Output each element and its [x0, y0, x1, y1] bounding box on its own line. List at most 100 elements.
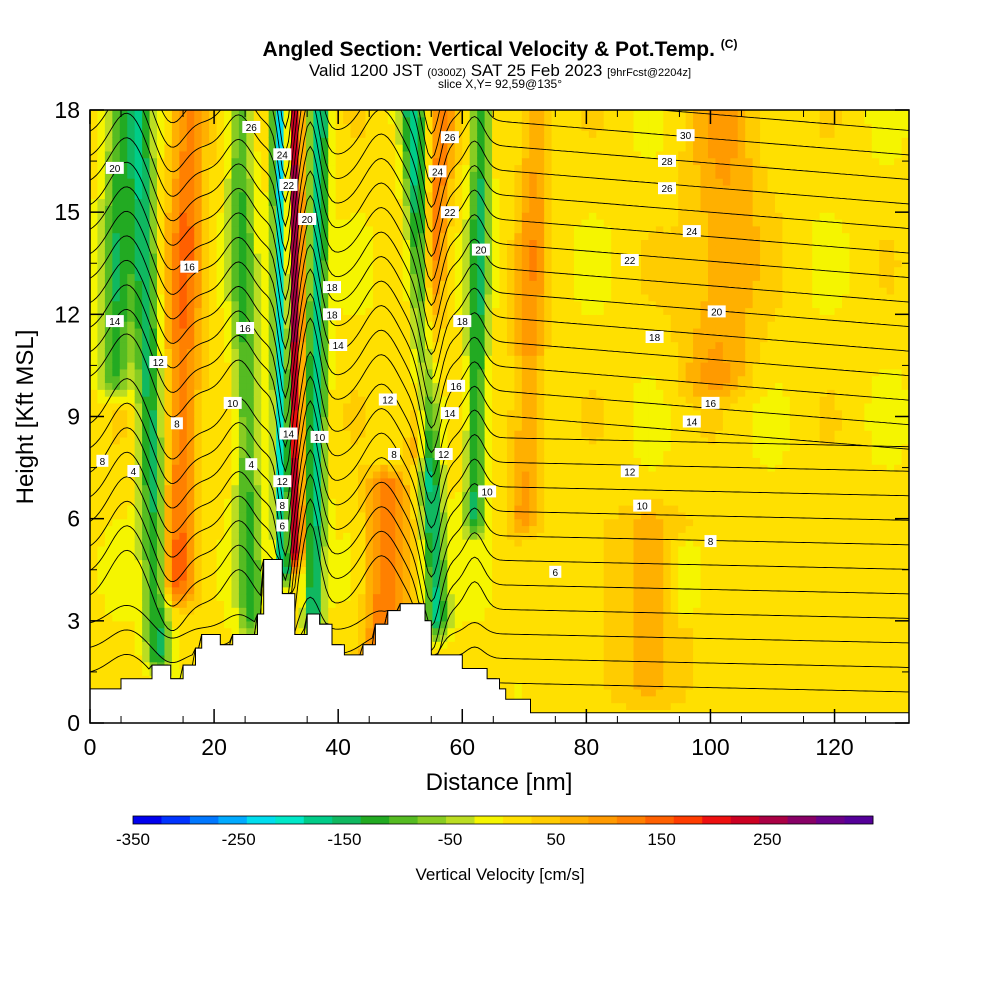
heat-cell — [186, 246, 195, 254]
heat-cell — [313, 225, 322, 234]
heat-cell — [164, 532, 173, 540]
heat-cell — [238, 600, 247, 608]
heat-cell — [253, 607, 262, 615]
heat-cell — [305, 382, 314, 390]
heat-cell — [261, 409, 270, 418]
heat-cell — [90, 586, 99, 595]
heat-cell — [216, 491, 225, 499]
heat-cell — [142, 423, 151, 431]
heat-cell — [305, 355, 314, 363]
heat-cell — [469, 566, 478, 574]
heat-cell — [134, 314, 143, 322]
heat-cell — [454, 423, 463, 431]
heat-cell — [365, 144, 374, 152]
heat-cell — [454, 586, 463, 595]
heat-cell — [484, 178, 493, 186]
heat-cell — [477, 586, 486, 595]
heat-cell — [454, 607, 463, 615]
heat-cell — [380, 327, 389, 336]
heat-cell — [320, 511, 329, 520]
heat-cell — [432, 525, 441, 533]
heat-cell — [231, 457, 240, 465]
heat-cell — [320, 341, 329, 349]
heat-cell — [372, 416, 381, 424]
heat-cell — [231, 130, 240, 138]
heat-cell — [432, 293, 441, 302]
heat-cell — [171, 573, 180, 581]
heat-cell — [179, 178, 188, 186]
heat-cell — [447, 355, 456, 363]
heat-cell — [164, 634, 173, 642]
heat-cell — [231, 218, 240, 227]
heat-cell — [246, 157, 255, 166]
heat-cell — [410, 409, 419, 418]
heat-cell — [335, 327, 344, 336]
heat-cell — [246, 218, 255, 227]
heat-cell — [261, 198, 270, 206]
chart-title: Angled Section: Vertical Velocity & Pot.… — [0, 37, 1000, 62]
heat-cell — [477, 184, 486, 193]
heat-cell — [343, 116, 352, 125]
heat-cell — [417, 484, 426, 493]
valid-utc: (0300Z) — [427, 67, 466, 79]
heat-cell — [343, 184, 352, 193]
heat-cell — [298, 287, 307, 295]
heat-cell — [447, 178, 456, 186]
heat-cell — [171, 498, 180, 506]
heat-cell — [477, 130, 486, 138]
heat-cell — [238, 355, 247, 363]
heat-cell — [350, 246, 359, 254]
heat-cell — [142, 654, 151, 663]
heat-cell — [276, 457, 285, 465]
heat-cell — [417, 518, 426, 527]
heat-cell — [268, 218, 277, 227]
heat-cell — [127, 157, 136, 166]
heat-cell — [492, 198, 501, 206]
heat-cell — [231, 491, 240, 499]
heat-cell — [395, 600, 404, 608]
heat-cell — [335, 137, 344, 145]
heat-cell — [119, 573, 128, 581]
heat-cell — [313, 539, 322, 547]
heat-cell — [477, 123, 486, 132]
heat-cell — [209, 484, 218, 493]
heat-cell — [343, 314, 352, 322]
heat-cell — [328, 218, 337, 227]
heat-cell — [209, 375, 218, 384]
heat-cell — [194, 484, 203, 493]
heat-cell — [469, 436, 478, 445]
heat-cell — [365, 178, 374, 186]
heat-cell — [387, 171, 396, 179]
heat-cell — [157, 559, 166, 567]
heat-cell — [335, 178, 344, 186]
heat-cell — [484, 518, 493, 527]
heat-cell — [231, 116, 240, 125]
heat-cell — [179, 641, 188, 649]
heat-cell — [469, 375, 478, 384]
heat-cell — [157, 654, 166, 663]
heat-cell — [372, 477, 381, 486]
heat-cell — [179, 484, 188, 493]
heat-cell — [231, 300, 240, 309]
heat-cell — [469, 184, 478, 193]
heat-cell — [402, 593, 411, 601]
heat-cell — [134, 123, 143, 132]
heat-cell — [186, 464, 195, 472]
heat-cell — [164, 559, 173, 567]
heat-cell — [224, 198, 233, 206]
heat-cell — [238, 382, 247, 390]
heat-cell — [201, 396, 210, 404]
heat-cell — [164, 355, 173, 363]
heat-cell — [127, 232, 136, 241]
heat-cell — [238, 620, 247, 629]
heat-cell — [268, 110, 277, 118]
heat-cell — [119, 157, 128, 166]
heat-cell — [134, 150, 143, 159]
heat-cell — [484, 355, 493, 363]
heat-cell — [216, 273, 225, 281]
heat-cell — [186, 375, 195, 384]
heat-cell — [261, 457, 270, 465]
heat-cell — [216, 423, 225, 431]
heat-cell — [149, 218, 158, 227]
heat-cell — [365, 212, 374, 220]
